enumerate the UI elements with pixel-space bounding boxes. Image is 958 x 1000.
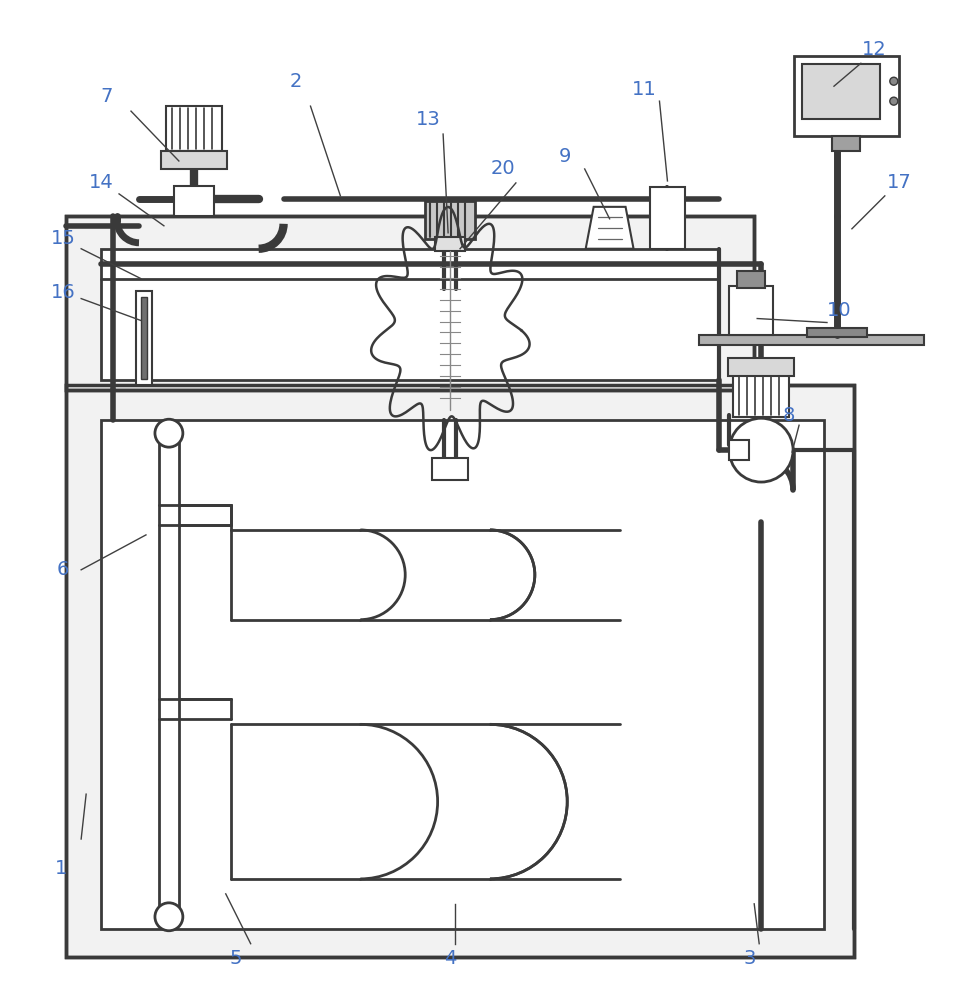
Bar — [161, 151, 227, 169]
Text: 16: 16 — [51, 283, 76, 302]
Bar — [699, 335, 924, 345]
Circle shape — [155, 903, 183, 931]
Text: 15: 15 — [51, 229, 76, 248]
Bar — [102, 249, 719, 380]
Bar — [733, 375, 789, 417]
Bar — [729, 440, 749, 460]
Bar — [141, 297, 147, 379]
Bar — [66, 216, 754, 390]
Text: 14: 14 — [89, 173, 113, 192]
Bar — [738, 271, 765, 288]
Bar — [728, 358, 794, 376]
Text: 20: 20 — [490, 159, 515, 178]
Bar — [435, 237, 465, 251]
Circle shape — [890, 97, 898, 105]
Text: 6: 6 — [57, 560, 69, 579]
Text: 3: 3 — [743, 949, 756, 968]
Circle shape — [729, 418, 793, 482]
Text: 12: 12 — [861, 40, 886, 59]
Bar — [66, 216, 754, 390]
Text: 17: 17 — [886, 173, 911, 192]
Text: 11: 11 — [632, 80, 657, 99]
Text: 13: 13 — [416, 110, 441, 129]
Bar — [166, 106, 221, 151]
Text: 2: 2 — [289, 72, 302, 91]
Text: 10: 10 — [827, 301, 852, 320]
Bar — [66, 385, 854, 957]
Text: 5: 5 — [230, 949, 242, 968]
Polygon shape — [585, 207, 633, 249]
Bar — [807, 328, 867, 337]
Bar — [102, 420, 824, 929]
Bar — [66, 385, 854, 957]
Bar — [432, 458, 468, 480]
Bar — [650, 187, 685, 249]
Circle shape — [155, 419, 183, 447]
Text: 4: 4 — [444, 949, 456, 968]
Text: 9: 9 — [559, 147, 571, 166]
Bar — [794, 56, 899, 136]
Bar — [832, 136, 860, 151]
Circle shape — [890, 77, 898, 85]
Text: 7: 7 — [100, 87, 112, 106]
Bar — [425, 201, 475, 239]
Bar — [174, 186, 214, 216]
Bar — [729, 286, 773, 335]
Bar — [136, 291, 152, 385]
Bar — [802, 64, 879, 119]
Text: 8: 8 — [783, 406, 795, 425]
Text: 1: 1 — [55, 859, 67, 878]
